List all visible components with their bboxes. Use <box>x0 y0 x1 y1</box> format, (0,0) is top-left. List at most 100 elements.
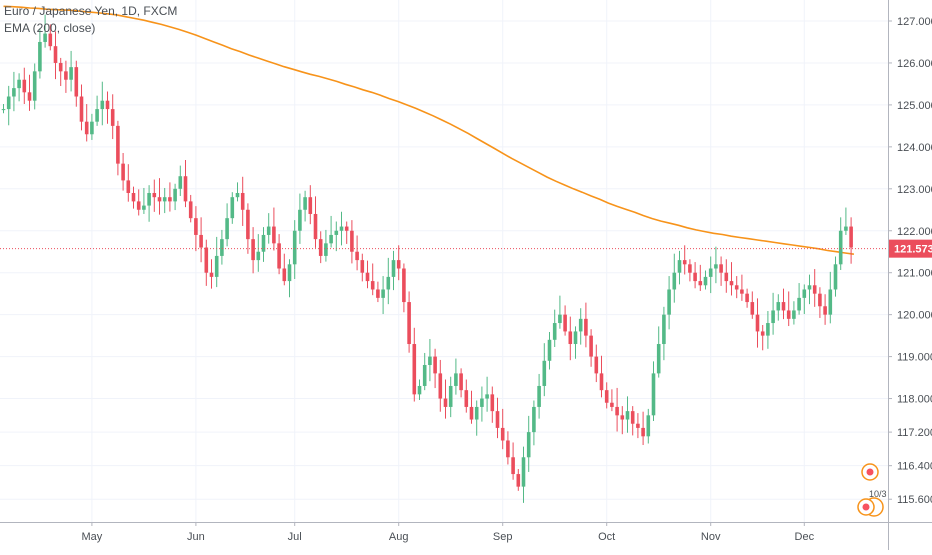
candle <box>662 306 666 361</box>
candle <box>797 283 801 315</box>
candle <box>490 386 495 423</box>
candle <box>714 246 718 284</box>
candle <box>360 253 365 282</box>
candle-body <box>261 234 266 252</box>
candle <box>474 400 479 436</box>
last-price-label-bg <box>889 239 932 258</box>
candle <box>589 329 593 367</box>
y-tick-label: 116.400 <box>897 461 932 473</box>
candle-body <box>162 197 167 202</box>
candle <box>355 235 359 271</box>
candle-body <box>142 205 146 210</box>
candle-body <box>636 423 640 428</box>
candle-body <box>542 360 547 386</box>
candle-body <box>516 474 521 487</box>
candle <box>604 382 609 409</box>
candle <box>313 196 318 248</box>
candle-body <box>308 197 313 214</box>
candle <box>90 113 94 140</box>
candle <box>100 81 105 126</box>
candle-body <box>802 289 807 298</box>
candle-body <box>38 41 42 72</box>
candle-body <box>599 373 604 391</box>
candle <box>667 276 671 330</box>
candle <box>849 217 853 264</box>
candle-body <box>225 218 229 240</box>
candle <box>17 73 21 102</box>
candle <box>324 229 328 262</box>
candle-body <box>240 192 245 210</box>
candle <box>776 294 781 321</box>
candle <box>386 257 391 305</box>
candle <box>204 239 209 286</box>
candle-body <box>298 209 302 231</box>
indicator-label: EMA (200, close) <box>4 21 96 35</box>
candle <box>157 178 162 215</box>
candle <box>781 288 786 320</box>
candle-body <box>459 373 463 391</box>
y-tick-label: 124.000 <box>897 142 932 154</box>
candle-body <box>521 457 526 487</box>
candle <box>802 284 807 315</box>
candle <box>147 185 151 222</box>
candle <box>495 397 500 439</box>
candle <box>381 276 385 315</box>
candle <box>656 326 661 378</box>
candle-body <box>339 226 344 231</box>
candle <box>376 281 380 303</box>
candle <box>266 213 271 244</box>
candle-body <box>126 180 131 193</box>
y-tick-label: 123.000 <box>897 184 932 196</box>
candle-body <box>698 281 703 286</box>
candle <box>183 159 188 208</box>
candle <box>568 316 573 361</box>
chart-title: Euro / Japanese Yen, 1D, FXCM <box>4 4 178 18</box>
candle-body <box>282 268 287 282</box>
candle-body <box>6 96 11 110</box>
candle-body <box>771 310 775 324</box>
candle-body <box>823 306 827 315</box>
candle <box>818 287 822 318</box>
candle <box>698 264 703 291</box>
candle <box>526 415 531 472</box>
candle-body <box>438 373 443 399</box>
candle-body <box>818 293 822 307</box>
candle <box>256 234 261 272</box>
candle <box>688 259 692 282</box>
candle-body <box>100 100 105 110</box>
candle <box>766 311 770 349</box>
candle-body <box>365 272 370 282</box>
candle <box>823 294 827 325</box>
candle-body <box>641 427 645 437</box>
candle-body <box>334 230 339 235</box>
candle <box>755 298 760 348</box>
candle <box>152 179 157 212</box>
candle-body <box>469 406 474 420</box>
candle-body <box>651 373 656 416</box>
candle <box>370 263 375 296</box>
candle <box>469 390 474 424</box>
candle <box>48 24 53 51</box>
candle-body <box>287 264 292 282</box>
candle-body <box>209 272 214 277</box>
candle-body <box>526 432 531 458</box>
candle-body <box>79 96 84 122</box>
candle-body <box>703 276 708 286</box>
candle-body <box>844 226 848 231</box>
candle-body <box>480 398 484 407</box>
candle <box>292 220 297 279</box>
candle <box>277 234 281 275</box>
candle-body <box>672 272 677 290</box>
candle <box>833 256 838 297</box>
candle-body <box>344 226 349 231</box>
candle <box>417 379 422 401</box>
candle <box>209 259 214 289</box>
candle <box>584 302 588 348</box>
candle-body <box>303 197 307 210</box>
candle <box>615 387 619 432</box>
candle-body <box>547 339 552 361</box>
candle-body <box>625 411 630 420</box>
y-tick-label: 115.600 <box>897 494 932 506</box>
